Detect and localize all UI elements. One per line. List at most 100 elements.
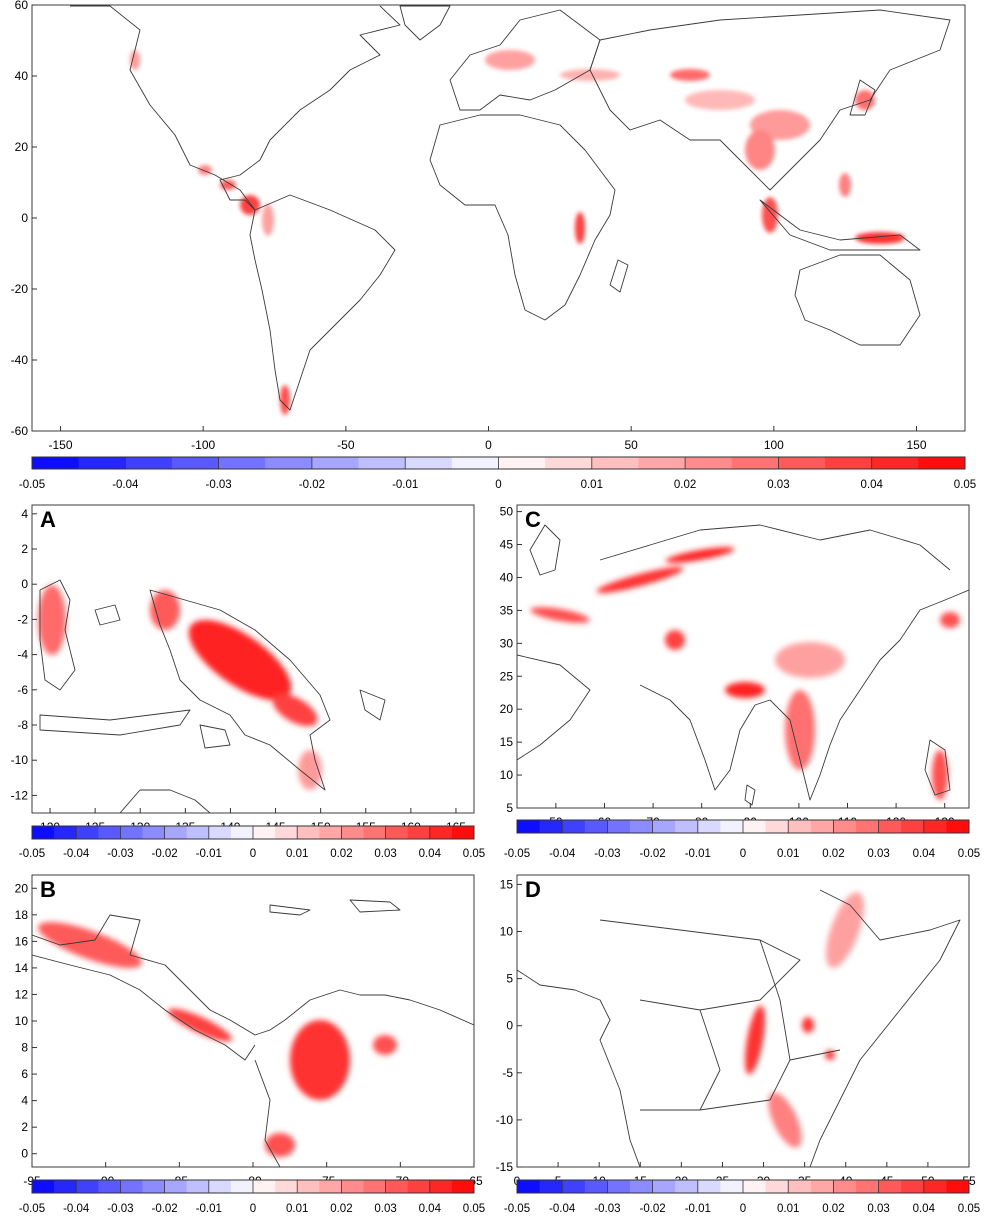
colorbar-tick-label: -0.03 [594,848,620,860]
colorbar-swatch [297,826,320,839]
colorbar-swatch [275,1180,298,1193]
heat-cell [745,1005,765,1075]
colorbar-tick-label: -0.04 [63,848,90,860]
heat-cell [855,90,875,110]
colorbar-tick-label: -0.01 [685,848,711,860]
world-map-frame [31,4,966,432]
colorbar-swatch [607,820,631,833]
colorbar-swatch [675,1180,699,1193]
heat-cell [596,566,684,594]
colorbar-swatch [142,1180,166,1193]
colorbar-swatch [275,826,298,839]
heat-cell [298,750,322,790]
panel-c-heat-layer [530,547,960,800]
y-tick-label: 5 [506,801,513,815]
panel-b-coastlines [32,899,474,1167]
colorbar-tick-label: -0.05 [19,479,45,491]
colorbar-tick-label: -0.05 [504,1203,530,1215]
colorbar-tick-label: 0.03 [867,848,889,860]
colorbar-swatch [607,1180,631,1193]
y-tick-label: -2 [17,612,28,626]
colorbar-tick-label: 0.05 [954,479,976,491]
colorbar-swatch [98,1180,121,1193]
island-outline [359,689,386,721]
panel-b-label: B [40,877,56,902]
colorbar-swatch [120,1180,143,1193]
colorbar-tick-label: 0.02 [674,479,696,491]
world-colorbar: -0.05 -0.04 -0.03 -0.02 -0.01 0 0.01 0.02 0.03 0.… [19,456,976,491]
heat-cell [373,1035,397,1055]
panel-c-label: C [525,507,541,532]
panel-a-content [38,579,386,813]
y-tick-label: -40 [11,353,29,367]
heat-cell [802,1017,814,1033]
x-tick-label: -50 [337,438,355,452]
heat-cell [665,630,685,650]
colorbar-swatch [539,1180,563,1193]
colorbar-swatch [720,1180,744,1193]
y-tick-label: 4 [21,1094,28,1108]
colorbar-swatch [743,820,767,833]
colorbar-swatch [363,1180,387,1193]
heat-cell [826,892,864,968]
cuba-outline [269,904,311,916]
panel-c-y-axis-ticks: 50 45 40 35 30 25 20 15 10 5 [500,505,522,815]
colorbar-tick-label: 0.05 [958,848,980,860]
heat-cell [530,607,590,623]
south-america-outline [249,194,396,411]
heat-cell [775,642,845,678]
colorbar-tick-label: -0.03 [594,1203,620,1215]
colorbar-swatch [675,820,699,833]
colorbar-tick-label: 0.04 [913,1203,936,1215]
panel-c-coastlines [517,524,969,806]
colorbar-tick-label: 0 [495,479,501,491]
panel-d-content [517,889,961,1167]
y-tick-label: -60 [11,424,29,438]
colorbar-swatch [253,1180,276,1193]
panel-a: A 120125130135140145150155160165 420-2-4… [11,504,475,834]
heat-cell [932,750,948,800]
colorbar-swatch [765,1180,789,1193]
colorbar-swatch [230,826,254,839]
colorbar-tick-label: -0.03 [205,479,231,491]
panel-a-heat-layer [38,585,322,790]
panel-a-y-axis-ticks: 4 2 0 -2 -4 -6 -8 -10 -12 [11,507,37,802]
colorbar-tick-label: -0.02 [639,848,665,860]
colorbar-swatch [32,457,80,469]
colorbar-swatch [923,820,947,833]
heat-cell [560,69,620,81]
y-tick-label: -8 [17,718,28,732]
y-tick-label: -15 [496,1160,514,1174]
colorbar-swatch [76,1180,99,1193]
y-tick-label: 60 [15,0,29,12]
colorbar-tick-label: -0.05 [504,848,530,860]
colorbar-tick-label: 0 [740,1203,746,1215]
heat-cell [150,590,180,630]
heat-cell [290,1020,350,1100]
colorbar-swatch [120,826,143,839]
colorbar-swatch [186,1180,210,1193]
colorbar-tick-label: -0.04 [112,479,139,491]
colorbar-swatch [142,826,166,839]
colorbar-tick-label: -0.04 [549,1203,576,1215]
colorbar-swatch [856,1180,880,1193]
colorbar-swatch [878,820,902,833]
colorbar-swatch [584,820,608,833]
colorbar-tick-label: 0.01 [777,848,799,860]
colorbar-tick-label: 0.02 [822,848,844,860]
colorbar-tick-label: -0.01 [392,479,418,491]
island-outline [94,604,121,626]
colorbar-swatch [697,820,721,833]
panel-d-colorbar: -0.05 -0.04 -0.03 -0.02 -0.01 0 0.01 0.02 0.03 0.… [504,1179,980,1215]
panel-b-frame [31,874,475,1168]
colorbar-tick-label: 0.01 [581,479,603,491]
colorbar-tick-label: -0.05 [19,848,45,860]
colorbar-swatch [871,457,919,469]
colorbar-swatch [833,820,857,833]
panel-d-label: D [525,877,541,902]
y-tick-label: 12 [15,987,29,1001]
y-tick-label: 10 [500,925,514,939]
north-america-outline [70,5,401,211]
heat-cell [785,690,815,770]
